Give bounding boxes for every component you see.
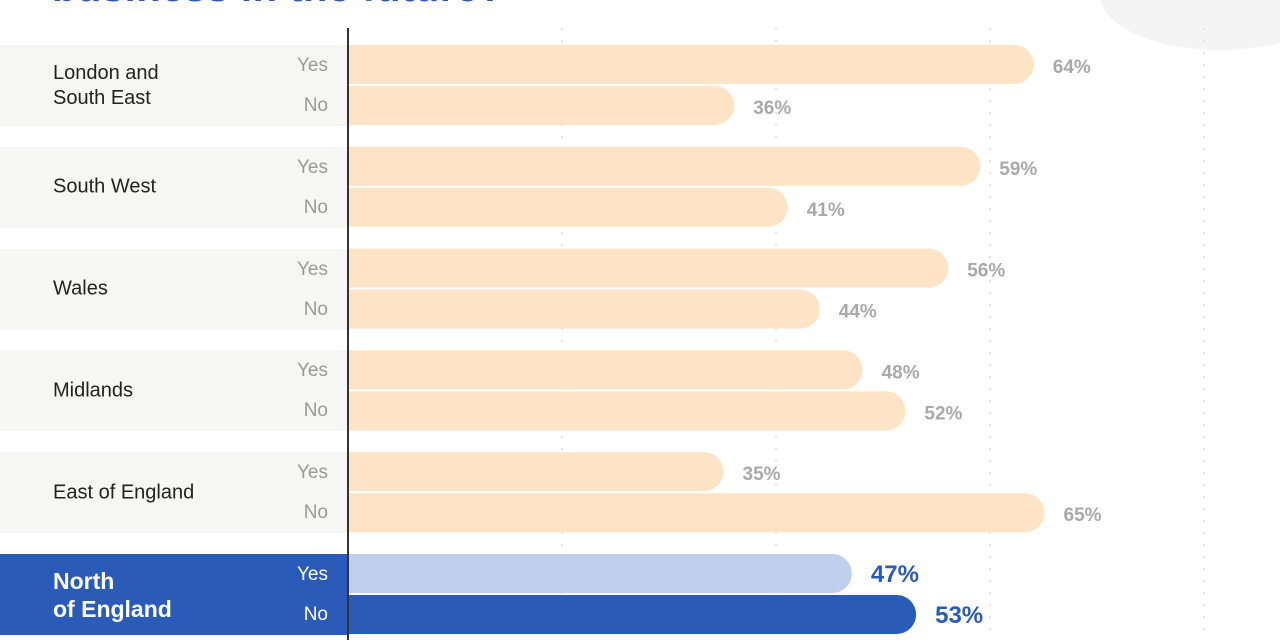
region-row: Wales Yes No — [0, 248, 347, 330]
region-row: South West Yes No — [0, 146, 347, 228]
region-row: Midlands Yes No — [0, 350, 347, 432]
region-name: South West — [53, 175, 157, 198]
value-label-yes: 35% — [743, 464, 781, 485]
bar-no — [349, 187, 788, 227]
bar-no — [349, 289, 820, 329]
value-label-yes: 56% — [967, 261, 1005, 282]
bar-yes — [349, 350, 863, 390]
axis-line — [347, 28, 349, 640]
value-label-yes: 47% — [871, 561, 919, 588]
bar-yes — [349, 146, 981, 186]
answer-label-no: No — [303, 95, 328, 116]
region-name: Midlands — [53, 379, 134, 402]
bar-no — [349, 493, 1045, 533]
answer-label-yes: Yes — [297, 156, 328, 178]
answer-label-yes: Yes — [297, 55, 328, 76]
region-row: North of England Yes No — [0, 554, 347, 635]
region-row: East of England Yes No — [0, 452, 347, 534]
answer-label-yes: Yes — [297, 360, 328, 382]
bar-yes — [349, 45, 1034, 84]
answer-label-yes: Yes — [297, 564, 328, 585]
region-name: Wales — [53, 277, 108, 300]
answer-label-no: No — [303, 298, 328, 320]
value-label-no: 41% — [807, 200, 845, 221]
value-label-no: 52% — [924, 403, 962, 424]
value-label-no: 53% — [935, 602, 983, 629]
region-name: London and South East — [53, 61, 159, 109]
bar-yes — [349, 248, 949, 288]
answer-label-no: No — [303, 604, 328, 625]
bar-no — [349, 86, 735, 125]
answer-label-yes: Yes — [297, 462, 328, 484]
chart-title: business in the future? — [52, 0, 504, 11]
value-label-yes: 59% — [999, 159, 1037, 180]
answer-label-yes: Yes — [297, 258, 328, 280]
value-label-no: 36% — [753, 98, 791, 119]
value-label-no: 65% — [1064, 505, 1102, 526]
bar-yes — [349, 452, 724, 492]
value-label-yes: 48% — [882, 362, 920, 383]
answer-label-no: No — [303, 502, 328, 524]
region-name: North of England — [53, 567, 172, 622]
region-name: East of England — [53, 481, 195, 504]
answer-label-no: No — [303, 400, 328, 422]
bar-yes — [349, 554, 852, 593]
bar-no — [349, 391, 906, 431]
bar-no — [349, 595, 917, 634]
region-row: London and South East Yes No — [0, 45, 347, 126]
value-label-no: 44% — [839, 302, 877, 323]
value-label-yes: 64% — [1053, 57, 1091, 78]
answer-label-no: No — [303, 196, 328, 218]
